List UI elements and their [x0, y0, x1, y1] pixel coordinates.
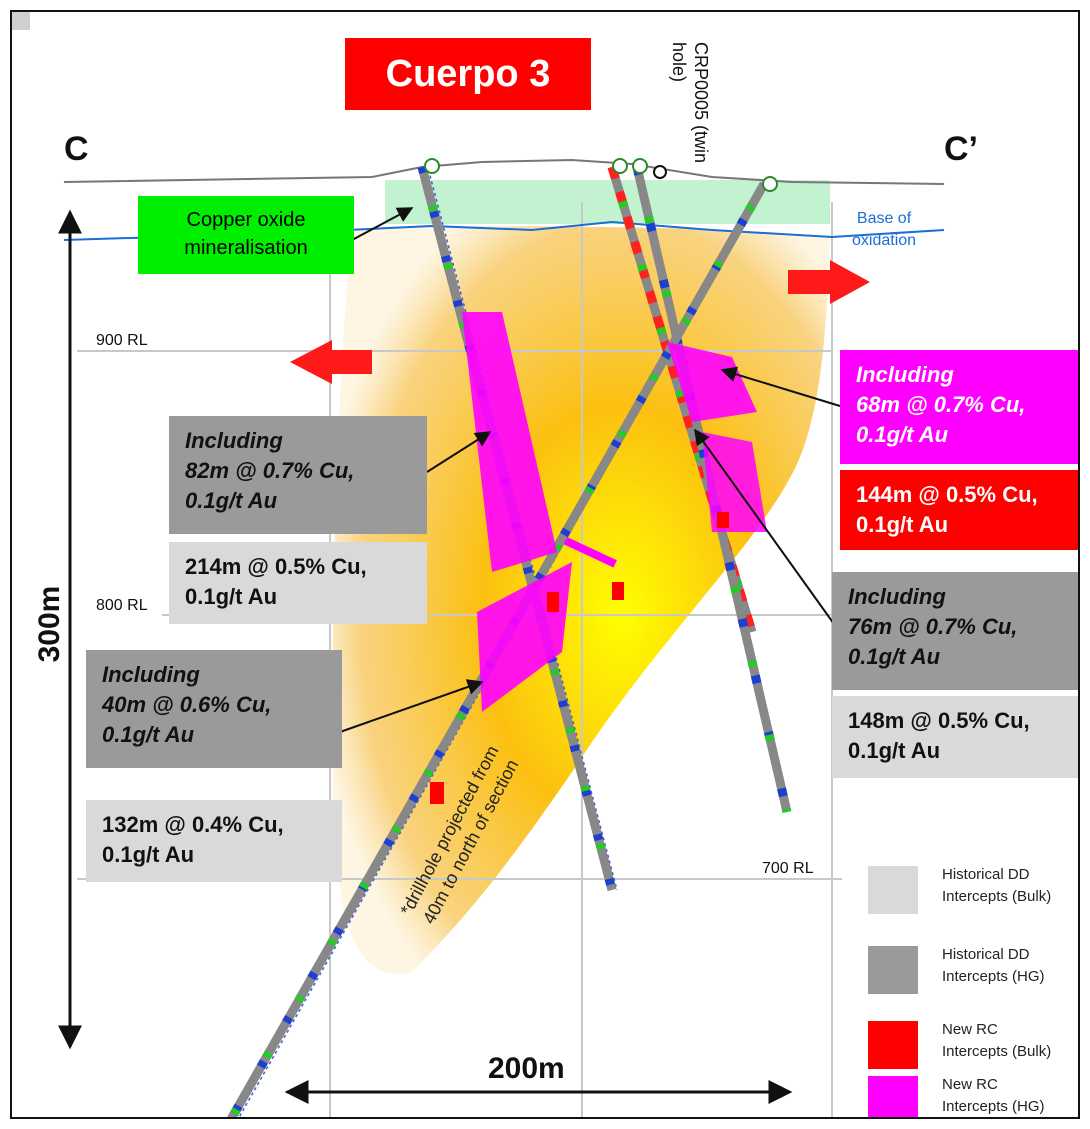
intercept-left-upper-hg: Including 82m @ 0.7% Cu, 0.1g/t Au [169, 416, 427, 534]
oxide-leader [351, 207, 414, 241]
intercept-right-hist-bulk: 148m @ 0.5% Cu, 0.1g/t Au [832, 696, 1078, 778]
intercept-right-new-hg: Including 68m @ 0.7% Cu, 0.1g/t Au [840, 350, 1078, 464]
legend-swatch [868, 946, 918, 994]
intercept-left-lower-hg: Including 40m @ 0.6% Cu, 0.1g/t Au [86, 650, 342, 768]
legend-item-new-bulk: New RC Intercepts (Bulk) [862, 1017, 1078, 1073]
twin-hole-label: CRP0005 (twin hole) [669, 42, 711, 164]
legend-line: Intercepts (HG) [942, 1098, 1045, 1115]
right-hist-leader [694, 428, 835, 625]
section-label-left: C [64, 130, 89, 168]
twin-hole-collar [653, 165, 667, 179]
intercept-left-upper-bulk: 214m @ 0.5% Cu, 0.1g/t Au [169, 542, 427, 624]
left-upper-leader [426, 431, 492, 473]
legend-line: Intercepts (Bulk) [942, 888, 1052, 905]
left-lower-leader [339, 679, 484, 733]
drill-collars [424, 158, 778, 192]
legend-line: New RC [942, 1076, 998, 1093]
cross-section-figure: Cuerpo 3 C C’ CRP0005 (twin hole) Copper… [10, 10, 1080, 1119]
base-of-oxidation-label: Base of oxidation [852, 210, 917, 249]
legend-line: Intercepts (HG) [942, 968, 1045, 985]
title-badge: Cuerpo 3 [345, 38, 591, 110]
west-direction-arrow [290, 340, 372, 384]
vertical-scale-label: 300m [33, 585, 66, 663]
legend-item-hist-bulk: Historical DD Intercepts (Bulk) [862, 862, 1078, 918]
rl-900-label: 900 RL [96, 332, 148, 349]
rl-800-label: 800 RL [96, 597, 148, 614]
copper-oxide-label: Copper oxide mineralisation [138, 196, 354, 274]
corner-marker [12, 12, 30, 30]
section-diagram [58, 158, 945, 1117]
intercept-right-hist-hg: Including 76m @ 0.7% Cu, 0.1g/t Au [832, 572, 1078, 690]
legend-item-new-hg: New RC Intercepts (HG) [862, 1072, 1078, 1117]
new-rc-bulk-zones [430, 512, 729, 804]
copper-oxide-zone [385, 180, 830, 224]
legend-line: Historical DD [942, 946, 1030, 963]
legend-swatch [868, 1076, 918, 1117]
legend-line: Intercepts (Bulk) [942, 1043, 1052, 1060]
rl-700-label: 700 RL [762, 860, 814, 877]
legend-swatch [868, 1021, 918, 1069]
legend-line: New RC [942, 1021, 998, 1038]
legend-swatch [868, 866, 918, 914]
legend-line: Historical DD [942, 866, 1030, 883]
section-label-right: C’ [944, 130, 978, 168]
east-direction-arrow [788, 260, 870, 304]
horizontal-scale-label: 200m [488, 1052, 565, 1085]
right-new-leader [720, 366, 841, 407]
legend-item-hist-hg: Historical DD Intercepts (HG) [862, 942, 1078, 998]
intercept-right-new-bulk: 144m @ 0.5% Cu, 0.1g/t Au [840, 470, 1078, 550]
intercept-left-lower-bulk: 132m @ 0.4% Cu, 0.1g/t Au [86, 800, 342, 882]
